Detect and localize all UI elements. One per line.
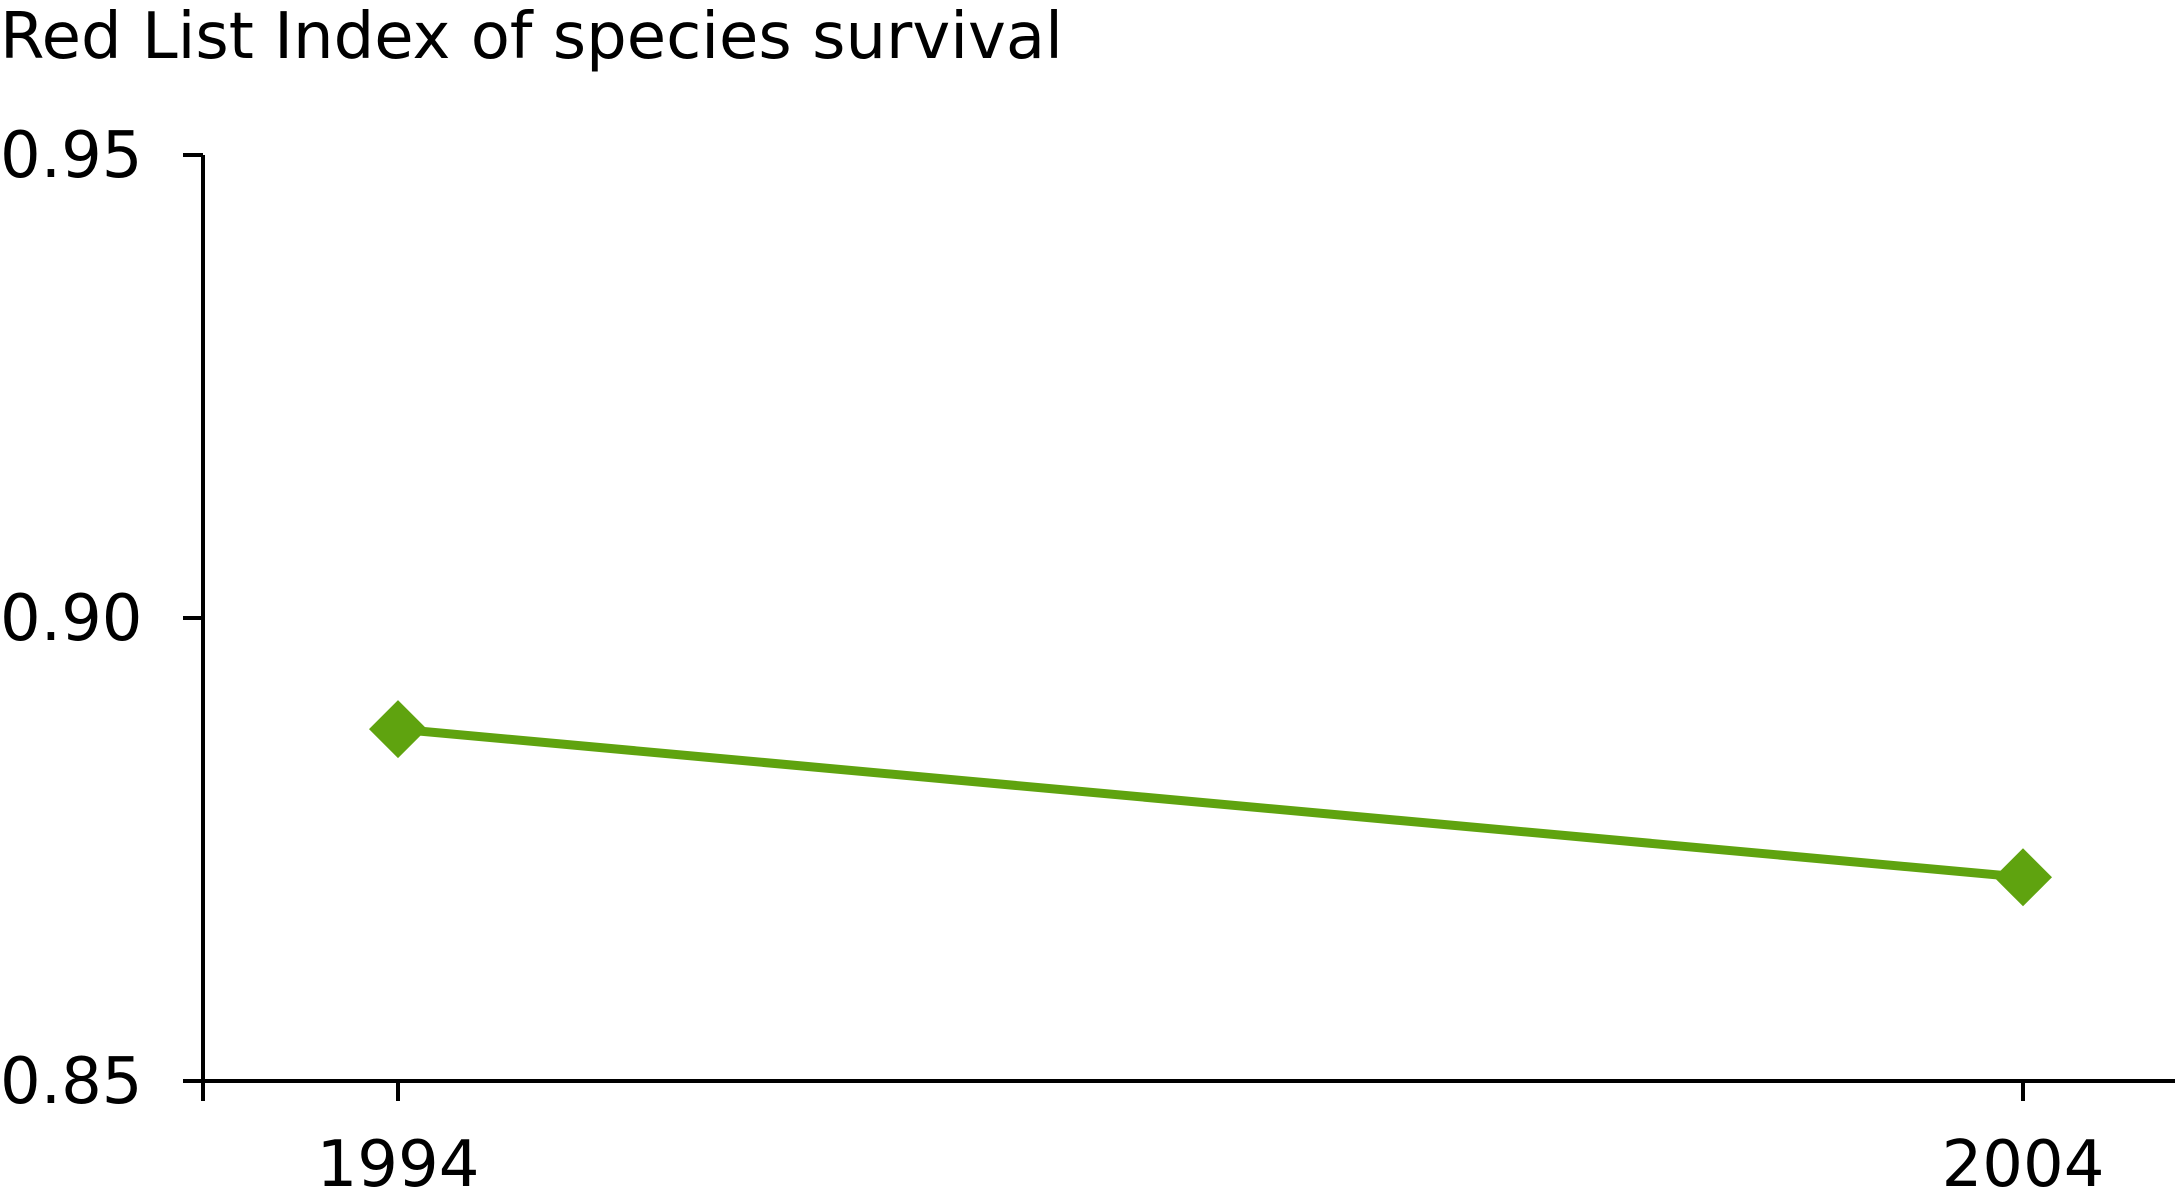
data-point-marker: [369, 700, 427, 759]
x-tick-label: 2004: [1942, 1128, 2105, 1201]
x-tick-label: 1994: [317, 1128, 480, 1201]
ticks: 0.85 0.90 0.95 1994 2004: [0, 119, 2104, 1201]
series-line: [397, 724, 2024, 882]
y-tick-label: 0.95: [0, 119, 143, 193]
y-tick-label: 0.90: [0, 582, 143, 656]
data-point-marker: [1994, 848, 2052, 907]
axes: [201, 155, 2175, 1083]
y-tick-label: 0.85: [0, 1045, 143, 1119]
series: [369, 700, 2052, 907]
chart-title: Red List Index of species survival: [0, 0, 1063, 74]
